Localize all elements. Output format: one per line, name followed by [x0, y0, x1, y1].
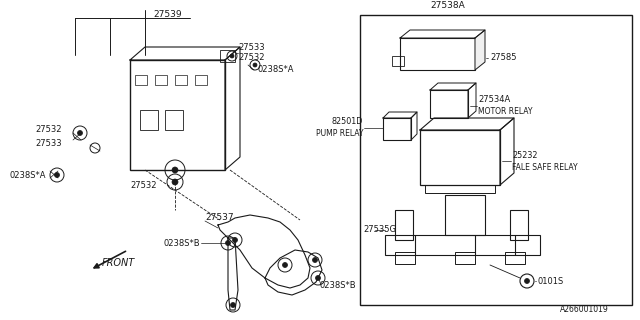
- Text: 25232: 25232: [512, 150, 538, 159]
- Bar: [510, 210, 528, 240]
- Circle shape: [312, 258, 317, 262]
- Bar: [395, 210, 413, 240]
- Circle shape: [253, 63, 257, 67]
- Bar: [400, 38, 475, 70]
- Bar: [155, 75, 167, 85]
- Bar: [385, 235, 540, 255]
- Text: 0238S*A: 0238S*A: [10, 171, 47, 180]
- Text: 27535G: 27535G: [363, 226, 396, 235]
- Bar: [220, 50, 235, 62]
- Text: 27538A: 27538A: [430, 1, 465, 10]
- Bar: [420, 130, 500, 185]
- Text: PUMP RELAY: PUMP RELAY: [316, 129, 363, 138]
- Bar: [455, 252, 475, 264]
- Circle shape: [172, 167, 178, 173]
- Polygon shape: [400, 30, 485, 38]
- Bar: [425, 185, 495, 193]
- Circle shape: [230, 54, 234, 58]
- Polygon shape: [475, 30, 485, 70]
- Circle shape: [172, 179, 178, 185]
- Text: A266001019: A266001019: [560, 305, 609, 314]
- Circle shape: [525, 278, 529, 284]
- Circle shape: [282, 262, 287, 268]
- Text: MOTOR RELAY: MOTOR RELAY: [478, 107, 532, 116]
- Circle shape: [54, 172, 60, 178]
- Text: 27532: 27532: [238, 53, 264, 62]
- Bar: [360, 15, 632, 305]
- Bar: [130, 60, 225, 170]
- Text: 27539: 27539: [153, 10, 182, 19]
- Text: 82501D: 82501D: [332, 117, 363, 126]
- Text: FRONT: FRONT: [102, 258, 135, 268]
- Text: 0238S*B: 0238S*B: [320, 281, 356, 290]
- Text: 27533: 27533: [238, 44, 264, 52]
- Bar: [505, 252, 525, 264]
- Text: 27532: 27532: [130, 180, 157, 189]
- Circle shape: [316, 276, 321, 281]
- Text: FALE SAFE RELAY: FALE SAFE RELAY: [512, 163, 578, 172]
- Bar: [430, 90, 468, 118]
- Text: 27533: 27533: [35, 139, 61, 148]
- Circle shape: [77, 131, 83, 135]
- Bar: [195, 75, 207, 85]
- Bar: [165, 110, 183, 130]
- Circle shape: [230, 302, 236, 308]
- Bar: [392, 56, 404, 66]
- Text: 0101S: 0101S: [538, 277, 564, 286]
- Bar: [135, 75, 147, 85]
- Bar: [395, 252, 415, 264]
- Bar: [445, 195, 485, 235]
- Text: 27537: 27537: [205, 213, 234, 222]
- Text: 27532: 27532: [35, 125, 61, 134]
- Text: 27534A: 27534A: [478, 95, 510, 105]
- Bar: [383, 118, 411, 140]
- Bar: [140, 110, 158, 130]
- Text: 27585: 27585: [490, 53, 516, 62]
- Text: 0238S*B: 0238S*B: [163, 238, 200, 247]
- Circle shape: [225, 241, 230, 245]
- Text: 0238S*A: 0238S*A: [258, 66, 294, 75]
- Circle shape: [232, 237, 237, 243]
- Bar: [175, 75, 187, 85]
